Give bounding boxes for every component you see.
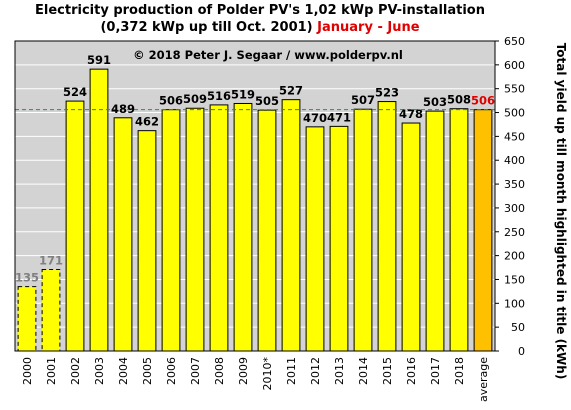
y-tick-label: 250 [504, 226, 525, 239]
bar-2004 [113, 117, 133, 352]
y-tick-label: 300 [504, 202, 525, 215]
x-tick-label: average [477, 357, 490, 402]
y-tick-label: 200 [504, 250, 525, 263]
x-tick-label: 2004 [117, 357, 130, 385]
chart-title-line2-main: (0,372 kWp up till Oct. 2001) [100, 20, 313, 35]
bar-2011 [281, 99, 301, 352]
plot-border [14, 40, 496, 352]
bar-2018 [449, 108, 469, 352]
y-axis-title: Total yield up till month highlighted in… [554, 43, 568, 380]
bar-2015 [377, 101, 397, 352]
x-tick-label: 2009 [237, 357, 250, 385]
y-tick-label: 600 [504, 59, 525, 72]
bar-2012 [305, 126, 325, 352]
value-label: 591 [87, 53, 111, 67]
value-label: 503 [423, 95, 447, 109]
value-label: 470 [303, 111, 327, 125]
bar-2016 [401, 122, 421, 352]
bar-2008 [209, 104, 229, 352]
y-tick-label: 50 [511, 321, 525, 334]
x-tick-label: 2008 [213, 357, 226, 385]
bar-2007 [185, 107, 205, 352]
y-tick-label: 150 [504, 273, 525, 286]
value-label: 523 [375, 86, 399, 100]
copyright-notice: © 2018 Peter J. Segaar / www.polderpv.nl [133, 48, 403, 62]
x-tick-label: 2007 [189, 357, 202, 385]
x-tick-label: 2002 [69, 357, 82, 385]
bar-2010 [257, 109, 277, 352]
value-label: 471 [327, 110, 351, 124]
x-tick-label: 2018 [453, 357, 466, 385]
bar-average [473, 109, 493, 352]
bar-2017 [425, 110, 445, 352]
value-label: 505 [255, 94, 279, 108]
value-label: 507 [351, 93, 375, 107]
axes [14, 40, 496, 352]
value-label: 516 [207, 89, 231, 103]
chart-title: Electricity production of Polder PV's 1,… [0, 2, 520, 36]
chart-title-line1: Electricity production of Polder PV's 1,… [35, 3, 485, 18]
x-tick-label: 2015 [381, 357, 394, 385]
y-tick-label: 650 [504, 35, 525, 48]
x-tick-label: 2014 [357, 357, 370, 385]
value-label: 527 [279, 84, 303, 98]
value-label: 519 [231, 87, 255, 101]
value-label: 478 [399, 107, 423, 121]
x-tick-labels: 2000 2001 2002 2003 2004 2005 2006 2007 2008 2009… [21, 357, 490, 403]
bar-2013 [329, 125, 349, 352]
value-label: 171 [39, 253, 63, 267]
bar-2003 [89, 68, 109, 352]
x-tick-label: 2000 [21, 357, 34, 385]
value-label: 506 [471, 94, 495, 108]
bar-2006 [161, 109, 181, 352]
value-label: 508 [447, 93, 471, 107]
bar-2014 [353, 108, 373, 352]
x-tick-label: 2012 [309, 357, 322, 385]
value-label: 509 [183, 92, 207, 106]
y-tick-label: 100 [504, 297, 525, 310]
x-tick-label: 2001 [45, 357, 58, 385]
x-tick-label: 2006 [165, 357, 178, 385]
x-tick-label: 2010* [261, 357, 274, 391]
y-tick-label: 500 [504, 107, 525, 120]
y-tick-label: 550 [504, 83, 525, 96]
y-tick-label: 400 [504, 154, 525, 167]
chart-title-period: January - June [317, 20, 420, 35]
value-label: 506 [159, 94, 183, 108]
value-label: 489 [111, 102, 135, 116]
bar-2002 [65, 100, 85, 352]
x-tick-label: 2017 [429, 357, 442, 385]
y-tick-label: 0 [518, 345, 525, 358]
bar-2005 [137, 130, 157, 352]
y-tick-label: 450 [504, 130, 525, 143]
x-tick-label: 2005 [141, 357, 154, 385]
chart-title-line2: (0,372 kWp up till Oct. 2001) January - … [0, 19, 520, 36]
value-label: 135 [15, 271, 39, 285]
y-tick-label: 350 [504, 178, 525, 191]
x-tick-label: 2011 [285, 357, 298, 385]
value-label: 462 [135, 115, 159, 129]
value-label: 524 [63, 85, 87, 99]
x-tick-label: 2016 [405, 357, 418, 385]
x-tick-label: 2003 [93, 357, 106, 385]
y-tick-labels: 0 50 100 150 200 250 300 350 400 450 500 550 600 650 [504, 35, 525, 358]
x-tick-label: 2013 [333, 357, 346, 385]
bar-2009 [233, 102, 253, 352]
bar-2000 [17, 286, 37, 352]
bar-2001 [41, 268, 61, 352]
